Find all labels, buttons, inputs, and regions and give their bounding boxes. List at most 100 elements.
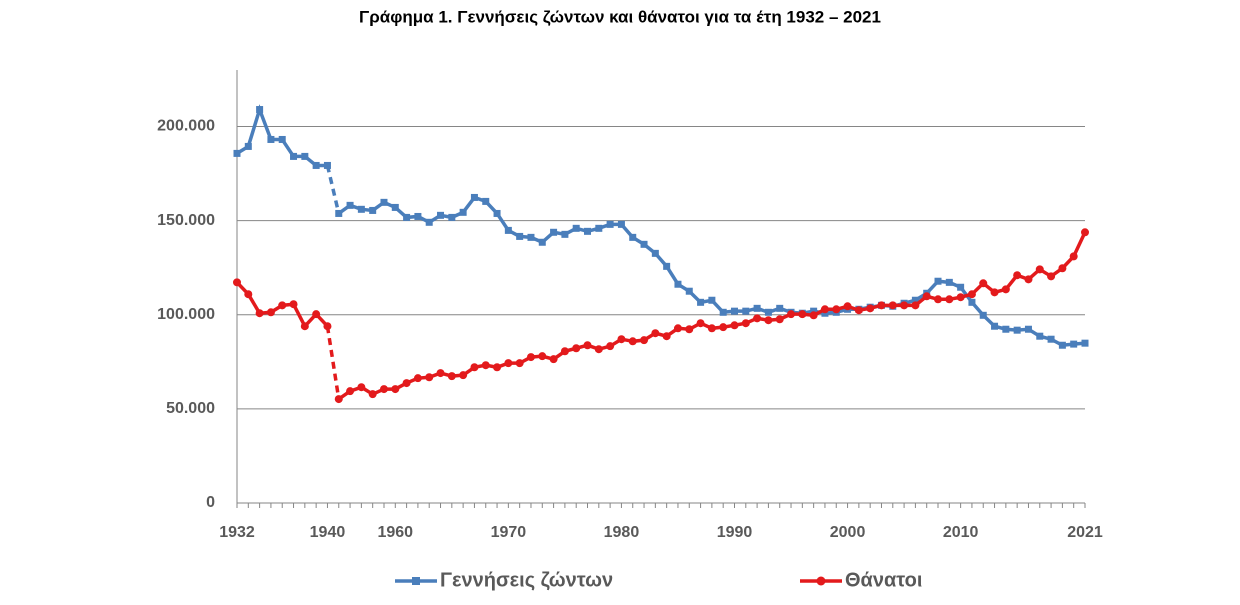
point bbox=[447, 372, 456, 381]
x-tick-label: 1932 bbox=[219, 524, 255, 541]
point bbox=[255, 309, 264, 318]
point bbox=[719, 308, 727, 316]
point bbox=[561, 230, 569, 238]
point bbox=[233, 278, 241, 287]
point bbox=[742, 307, 750, 315]
point bbox=[436, 369, 445, 378]
point bbox=[843, 302, 852, 311]
point bbox=[1024, 275, 1033, 284]
point bbox=[651, 329, 660, 338]
point bbox=[572, 344, 581, 353]
point bbox=[583, 341, 592, 350]
point bbox=[425, 373, 434, 382]
point bbox=[346, 387, 355, 396]
point bbox=[549, 355, 558, 364]
point bbox=[719, 323, 728, 332]
point bbox=[787, 310, 796, 319]
point bbox=[1058, 264, 1067, 273]
point bbox=[357, 383, 366, 392]
point bbox=[606, 220, 614, 228]
point bbox=[594, 345, 603, 354]
point bbox=[368, 390, 377, 399]
point bbox=[493, 363, 502, 372]
point bbox=[662, 332, 671, 341]
point bbox=[1024, 325, 1032, 333]
point bbox=[696, 319, 705, 328]
point bbox=[493, 209, 501, 217]
point bbox=[550, 228, 558, 236]
point bbox=[979, 311, 987, 319]
point bbox=[334, 395, 343, 404]
point bbox=[595, 224, 603, 232]
point bbox=[504, 359, 513, 368]
point bbox=[402, 379, 411, 388]
x-tick-label: 1990 bbox=[717, 524, 753, 541]
point bbox=[470, 193, 478, 201]
point bbox=[256, 106, 264, 114]
chart-title: Γράφημα 1. Γεννήσεις ζώντων και θάνατοι … bbox=[359, 7, 881, 26]
y-tick-label: 0 bbox=[206, 494, 215, 511]
point bbox=[470, 363, 479, 372]
point bbox=[911, 301, 920, 310]
legend-label: Γεννήσεις ζώντων bbox=[440, 569, 613, 591]
point bbox=[301, 152, 309, 160]
point bbox=[651, 249, 659, 257]
point bbox=[1070, 340, 1078, 348]
point bbox=[413, 374, 422, 383]
point bbox=[380, 198, 388, 206]
point bbox=[1058, 341, 1066, 349]
point bbox=[526, 353, 535, 362]
point bbox=[538, 352, 547, 361]
point bbox=[820, 305, 829, 314]
point bbox=[584, 227, 592, 235]
point bbox=[357, 205, 365, 213]
point bbox=[459, 371, 468, 380]
point bbox=[854, 306, 863, 315]
point bbox=[775, 315, 784, 324]
point bbox=[707, 324, 716, 333]
point bbox=[266, 308, 275, 317]
legend-label: Θάνατοι bbox=[845, 569, 922, 591]
point bbox=[1081, 339, 1089, 347]
point bbox=[1001, 285, 1010, 294]
point bbox=[956, 293, 965, 302]
point bbox=[391, 385, 400, 394]
x-tick-label: 1980 bbox=[604, 524, 640, 541]
point bbox=[991, 322, 999, 330]
point bbox=[560, 347, 569, 356]
point bbox=[1002, 325, 1010, 333]
point bbox=[1047, 272, 1056, 281]
point bbox=[922, 292, 931, 301]
point bbox=[459, 208, 467, 216]
point bbox=[278, 135, 286, 143]
y-tick-label: 50.000 bbox=[166, 400, 215, 417]
point bbox=[674, 280, 682, 288]
point bbox=[877, 301, 886, 310]
point bbox=[832, 305, 841, 314]
point bbox=[640, 240, 648, 248]
x-tick-label: 2021 bbox=[1067, 524, 1103, 541]
point bbox=[753, 304, 761, 312]
x-tick-label: 2010 bbox=[943, 524, 979, 541]
x-tick-label: 2000 bbox=[830, 524, 866, 541]
point bbox=[945, 295, 954, 304]
point bbox=[968, 298, 976, 306]
point bbox=[391, 203, 399, 211]
point bbox=[233, 149, 241, 157]
point bbox=[448, 213, 456, 221]
point bbox=[640, 336, 649, 345]
point bbox=[967, 290, 976, 299]
point bbox=[685, 287, 693, 295]
point bbox=[369, 206, 377, 214]
x-tick-label: 1970 bbox=[491, 524, 527, 541]
point bbox=[323, 322, 332, 331]
point bbox=[300, 322, 309, 331]
series-dashed-line bbox=[325, 325, 341, 400]
point bbox=[730, 321, 739, 330]
point bbox=[697, 298, 705, 306]
point bbox=[934, 277, 942, 285]
point bbox=[900, 301, 909, 310]
point bbox=[312, 310, 321, 319]
point bbox=[1069, 252, 1078, 261]
